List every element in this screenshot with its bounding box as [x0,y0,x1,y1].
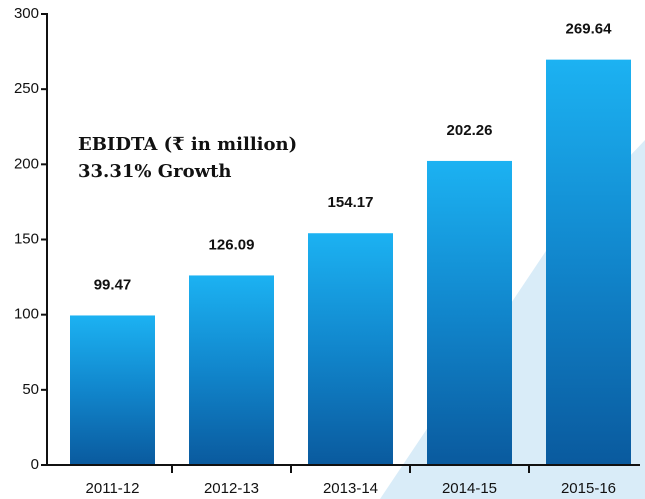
chart-subtitle: 33.31% Growth [78,161,232,182]
x-tick-label: 2011-12 [86,480,140,497]
bar [308,233,393,465]
bar [70,315,155,465]
bar [546,59,631,465]
x-tick-label: 2014-15 [442,480,497,497]
value-label: 154.17 [328,194,374,211]
chart-title: EBIDTA (₹ in million) [78,134,297,155]
y-tick-label: 200 [14,155,39,172]
y-tick-label: 300 [14,5,39,22]
value-label: 99.47 [94,276,132,293]
y-tick-label: 0 [31,456,39,473]
x-tick-label: 2013-14 [323,480,378,497]
y-tick-label: 250 [14,80,39,97]
y-tick-label: 50 [22,381,39,398]
y-tick-label: 100 [14,306,39,323]
value-label: 269.64 [566,21,613,38]
y-tick-label: 150 [14,230,39,247]
bar [427,160,512,466]
x-tick-label: 2012-13 [204,480,259,497]
bar [189,275,274,465]
x-tick-label: 2015-16 [561,480,616,497]
value-label: 202.26 [447,122,493,139]
value-label: 126.09 [209,236,255,253]
